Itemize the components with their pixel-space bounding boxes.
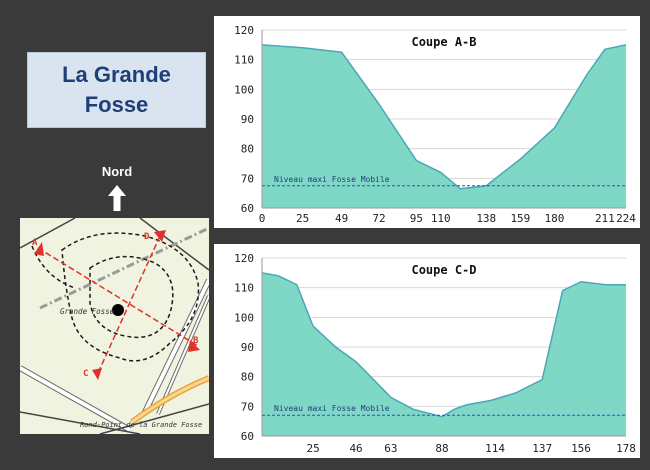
x-tick-label: 0 [259,212,266,225]
y-tick-label: 60 [241,202,254,215]
y-tick-label: 100 [234,311,254,324]
chart-panel-cd: 60 70 80 90 100 110 120 25 46 63 88 114 137 156 178 Niv… [214,244,640,458]
x-tick-label: 88 [435,442,448,455]
page-title: La Grande Fosse [62,62,171,117]
point-label-b: B [193,336,199,346]
x-tick-label: 95 [410,212,423,225]
x-tick-label: 63 [384,442,397,455]
x-tick-label: 138 [476,212,496,225]
x-tick-label: 137 [532,442,552,455]
y-tick-label: 90 [241,113,254,126]
place-label: Grande Fosse [60,307,115,316]
site-map: A B C D Grande Fosse Rond-Point de la Gr… [20,218,209,434]
x-tick-label: 178 [616,442,636,455]
x-tick-label: 180 [545,212,565,225]
point-label-a: A [32,238,38,248]
contour-lines [31,232,200,362]
x-tick-label: 159 [510,212,530,225]
profile-chart-ab: 60 70 80 90 100 110 120 0 25 49 72 95 110 138 159 180 21… [234,24,636,225]
profile-area [262,272,626,436]
profile-chart-cd: 60 70 80 90 100 110 120 25 46 63 88 114 137 156 178 Niv… [234,252,636,455]
y-tick-label: 70 [241,400,254,413]
road-label: Rond-Point de la Grande Fosse [80,421,202,429]
max-level-label: Niveau maxi Fosse Mobile [274,175,390,184]
section-lines [37,235,199,374]
chart-title: Coupe A-B [411,35,476,49]
profile-area [262,44,626,208]
max-level-label: Niveau maxi Fosse Mobile [274,404,390,413]
y-tick-label: 60 [241,430,254,443]
chart-title: Coupe C-D [411,263,476,277]
y-tick-label: 80 [241,371,254,384]
fosse-marker [112,304,124,316]
x-tick-label: 25 [306,442,319,455]
chart-panel-ab: 60 70 80 90 100 110 120 0 25 49 72 95 110 138 159 180 21… [214,16,640,228]
x-tick-label: 25 [296,212,309,225]
boundary-line [39,226,209,310]
arrow-up-icon [108,185,126,211]
point-label-c: C [83,369,88,379]
y-tick-label: 90 [241,341,254,354]
x-tick-label: 72 [372,212,385,225]
map-background [20,218,209,434]
y-tick-label: 110 [234,54,254,67]
x-tick-label: 156 [571,442,591,455]
north-label: Nord [101,164,133,179]
x-tick-label: 49 [335,212,348,225]
y-tick-label: 120 [234,252,254,265]
map-roads [20,218,209,434]
x-tick-label: 46 [349,442,362,455]
x-tick-label: 211 [595,212,615,225]
section-markers [34,230,200,380]
x-tick-label: 110 [431,212,451,225]
y-tick-label: 100 [234,83,254,96]
y-tick-label: 120 [234,24,254,37]
x-tick-label: 114 [485,442,505,455]
y-tick-label: 70 [241,172,254,185]
y-tick-label: 110 [234,282,254,295]
point-label-d: D [144,232,150,242]
x-tick-label: 224 [616,212,636,225]
title-box: La Grande Fosse [27,52,206,128]
y-tick-label: 80 [241,143,254,156]
